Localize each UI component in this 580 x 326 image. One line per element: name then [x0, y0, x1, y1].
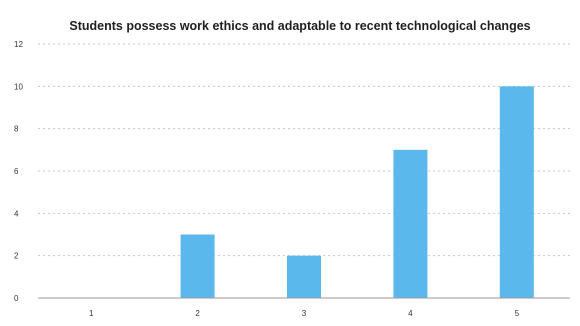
x-tick-label: 2: [195, 309, 200, 318]
x-axis-ticks: 1 2 3 4 5: [89, 309, 520, 318]
bar-3: [287, 255, 321, 298]
y-tick-label: 12: [14, 40, 23, 49]
x-tick-label: 3: [302, 309, 307, 318]
gridlines: [38, 43, 570, 257]
y-tick-label: 0: [14, 294, 19, 303]
y-axis-ticks: 0 2 4 6 8 10 12: [14, 40, 23, 303]
bar-5: [499, 86, 534, 298]
x-tick-label: 1: [89, 309, 94, 318]
y-tick-label: 4: [14, 209, 19, 218]
y-tick-label: 2: [14, 252, 19, 261]
chart-title: Students possess work ethics and adaptab…: [69, 19, 530, 33]
y-tick-label: 8: [14, 125, 19, 134]
y-tick-label: 10: [14, 82, 23, 91]
bar-2: [180, 234, 215, 298]
x-tick-label: 5: [515, 309, 520, 318]
bar-4: [393, 149, 428, 298]
y-tick-label: 6: [14, 167, 19, 176]
x-tick-label: 4: [408, 309, 413, 318]
bars: [180, 86, 534, 298]
